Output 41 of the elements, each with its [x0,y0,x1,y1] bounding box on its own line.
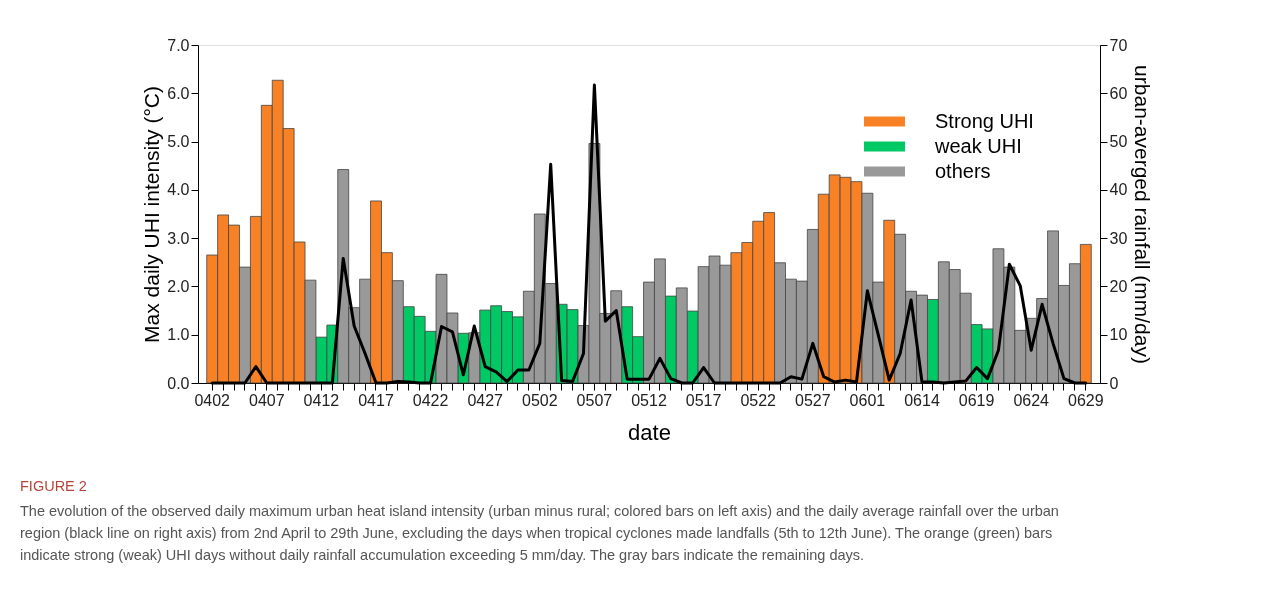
x-tick-label: 0601 [849,391,886,409]
y-tick-label: 2.0 [167,277,190,295]
x-tick-label: 0614 [904,391,940,409]
y-axis-title: Max daily UHI intensity (°C) [140,86,164,343]
y2-axis-title: urban-averged rainfall (mm/day) [1131,65,1155,364]
y2-tick-label: 20 [1109,277,1128,295]
legend-label: Strong UHI [935,109,1034,132]
x-tick-label: 0422 [412,391,449,409]
y2-tick-label: 50 [1109,133,1128,151]
y2-tick-label: 0 [1109,374,1119,392]
caption: FIGURE 2 [20,478,87,494]
x-tick-label: 0619 [958,391,995,409]
y-tick-label: 7.0 [167,36,190,54]
legend-label: others [935,159,991,182]
y2-tick-label: 40 [1109,181,1128,199]
x-tick-label: 0522 [740,391,777,409]
x-tick-label: 0402 [194,391,231,409]
y2-tick-label: 60 [1109,84,1128,102]
y-tick-label: 6.0 [167,84,190,102]
y2-tick-label: 70 [1109,36,1128,54]
x-tick-label: 0624 [1013,391,1050,409]
x-tick-label: 0629 [1068,391,1104,409]
x-tick-label: 0417 [358,391,394,409]
y2-tick-label: 30 [1109,229,1128,247]
x-axis-title: date [628,419,671,445]
x-tick-label: 0427 [467,391,504,409]
x-tick-label: 0527 [795,391,831,409]
y-tick-label: 4.0 [167,181,190,199]
x-tick-label: 0407 [249,391,285,409]
y-tick-label: 5.0 [167,133,190,151]
x-tick-label: 0517 [685,391,722,409]
y-tick-label: 3.0 [167,229,190,247]
x-tick-label: 0512 [631,391,667,409]
text: The evolution of the observed daily maximum urban heat island intensity (urban minus rural; colored bars on left axis) and the daily average rainfall over the urban region (black line on right axis) from 2nd April to 29th June, excluding the days when tropical cyclones made landfalls (5th to 12th June). The orange (green) bars indicate strong (weak) UHI days without daily rainfall accumulation exceeding 5 mm/day. The gray bars indicate the remaining days. [20,503,1059,563]
x-tick-label: 0412 [303,391,340,409]
y-tick-label: 0.0 [167,374,190,392]
x-tick-label: 0502 [522,391,558,409]
legend-label: weak UHI [934,134,1022,157]
y2-tick-label: 10 [1109,326,1128,344]
x-tick-label: 0507 [576,391,613,409]
y-tick-label: 1.0 [167,326,190,344]
